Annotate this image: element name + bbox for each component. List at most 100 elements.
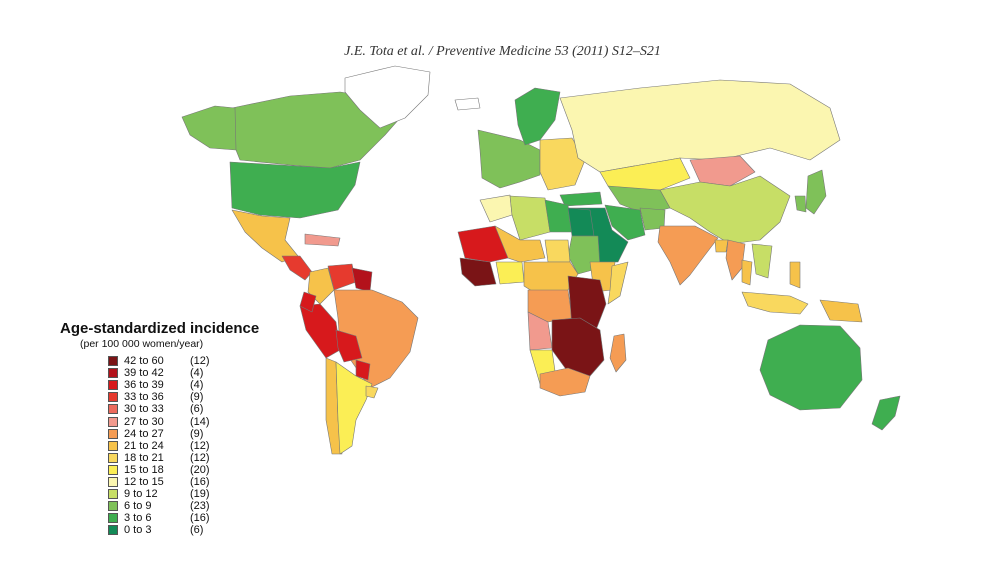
legend-swatch <box>108 464 118 475</box>
region-caribbean <box>304 233 341 247</box>
legend-swatch <box>108 489 118 500</box>
legend-range: 36 to 39 <box>124 379 164 392</box>
legend-item: 6 to 9 (23) <box>108 500 282 512</box>
legend-range: 3 to 6 <box>124 512 152 525</box>
journal-citation: J.E. Tota et al. / Preventive Medicine 5… <box>344 44 661 59</box>
region-mongolia <box>689 155 756 187</box>
legend-item: 39 to 42 (4) <box>108 367 282 379</box>
region-nigeria <box>495 261 525 285</box>
region-bangladesh <box>714 239 729 253</box>
region-central-america <box>281 255 313 281</box>
legend-item: 9 to 12 (19) <box>108 488 282 500</box>
legend-count: (14) <box>190 415 210 428</box>
region-korea <box>794 195 807 213</box>
region-mali-niger <box>494 225 546 263</box>
region-egypt <box>567 207 595 237</box>
region-iran <box>604 204 646 241</box>
region-thailand <box>741 259 753 286</box>
legend-item: 0 to 3 (6) <box>108 524 282 536</box>
legend-range: 21 to 24 <box>124 439 164 452</box>
legend-item: 27 to 30 (14) <box>108 415 282 428</box>
region-zambia <box>551 317 605 377</box>
legend-swatch <box>108 440 118 451</box>
legend-item: 36 to 39 (4) <box>108 379 282 391</box>
legend-item: 18 to 21 (12) <box>108 452 282 464</box>
legend-swatch <box>108 428 118 439</box>
legend-item: 21 to 24 (12) <box>108 440 282 452</box>
legend-range: 30 to 33 <box>124 403 164 416</box>
legend-subtitle: (per 100 000 women/year) <box>80 338 204 350</box>
region-algeria <box>509 195 551 241</box>
legend-swatch <box>108 392 118 403</box>
region-eastern-europe <box>539 137 586 191</box>
legend-count: (4) <box>190 379 204 392</box>
legend-range: 27 to 30 <box>124 415 164 428</box>
legend-swatch <box>108 368 118 379</box>
legend-item: 30 to 33 (6) <box>108 403 282 415</box>
legend-range: 24 to 27 <box>124 427 164 440</box>
legend-item: 3 to 6 (16) <box>108 512 282 524</box>
region-india <box>657 225 719 286</box>
region-ecuador <box>299 291 317 313</box>
region-bolivia <box>335 329 363 363</box>
region-peru <box>299 303 341 359</box>
region-china <box>659 175 791 245</box>
legend-range: 42 to 60 <box>124 355 164 368</box>
legend-count: (23) <box>190 500 210 513</box>
legend-range: 18 to 21 <box>124 451 164 464</box>
region-new-zealand <box>871 395 901 431</box>
region-indonesia <box>741 291 809 315</box>
region-russia <box>559 79 841 173</box>
legend-range: 9 to 12 <box>124 488 158 501</box>
legend-count: (9) <box>190 391 204 404</box>
region-alaska <box>181 105 237 151</box>
legend-count: (6) <box>190 403 204 416</box>
legend-swatch <box>108 501 118 512</box>
region-iceland <box>454 97 481 111</box>
region-guyanas <box>351 267 373 293</box>
map-legend: Age-standardized incidence (per 100 000 … <box>42 320 282 536</box>
region-canada <box>231 91 401 169</box>
legend-title: Age-standardized incidence <box>60 320 260 337</box>
region-australia <box>759 324 863 411</box>
region-greenland <box>344 65 431 129</box>
region-philippines <box>789 261 801 289</box>
region-myanmar <box>725 239 746 281</box>
legend-item: 15 to 18 (20) <box>108 464 282 476</box>
region-morocco <box>479 194 513 223</box>
region-usa <box>229 161 361 219</box>
legend-swatch <box>108 452 118 463</box>
legend-swatch <box>108 476 118 487</box>
legend-item: 33 to 36 (9) <box>108 391 282 403</box>
region-japan <box>805 169 827 215</box>
legend-range: 15 to 18 <box>124 463 164 476</box>
legend-range: 0 to 3 <box>124 524 152 537</box>
legend-swatch <box>108 525 118 536</box>
region-indochina <box>751 243 773 279</box>
legend-count: (16) <box>190 475 210 488</box>
region-paraguay <box>355 359 371 381</box>
legend-count: (19) <box>190 488 210 501</box>
legend-count: (6) <box>190 524 204 537</box>
legend-range: 33 to 36 <box>124 391 164 404</box>
legend-count: (12) <box>190 451 210 464</box>
legend-swatch <box>108 404 118 415</box>
legend-item: 12 to 15 (16) <box>108 476 282 488</box>
legend-swatch <box>108 416 118 427</box>
legend-items: 42 to 60 (12) 39 to 42 (4) 36 to 39 (4) 33 to … <box>108 355 282 536</box>
legend-swatch <box>108 380 118 391</box>
region-chad <box>544 239 571 263</box>
region-colombia <box>307 267 335 305</box>
region-south-africa <box>539 367 591 397</box>
region-scandinavia <box>514 87 561 146</box>
legend-swatch <box>108 356 118 367</box>
legend-count: (4) <box>190 367 204 380</box>
legend-count: (12) <box>190 439 210 452</box>
legend-count: (12) <box>190 355 210 368</box>
legend-range: 6 to 9 <box>124 500 152 513</box>
region-papua-new-guinea <box>819 299 863 323</box>
region-turkey <box>559 191 603 207</box>
region-mexico <box>231 209 299 263</box>
legend-item: 42 to 60 (12) <box>108 355 282 367</box>
